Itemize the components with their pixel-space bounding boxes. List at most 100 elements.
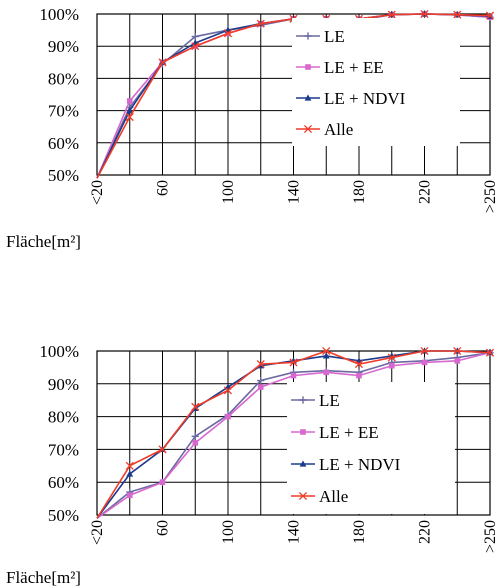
data-point [158, 58, 167, 67]
legend-marker [299, 396, 307, 404]
legend: LE LE + EE LE + NDVI Alle [287, 382, 455, 514]
legend-item: LE + EE [291, 423, 379, 442]
data-point [388, 362, 395, 369]
legend-marker [305, 64, 311, 70]
chart-bottom: 50% 60% 70% 80% 90% 100% <20 60 100 140 180 220 >250… [6, 342, 499, 586]
x-tick-label: >250 [482, 180, 499, 213]
data-point [453, 346, 462, 356]
data-point [191, 42, 200, 51]
data-point [256, 19, 265, 28]
data-point [354, 360, 364, 369]
data-point [225, 413, 231, 420]
y-tick-label: 50% [48, 166, 79, 185]
data-point [191, 402, 200, 411]
legend-marker [304, 32, 312, 40]
series-alle [96, 346, 495, 519]
y-tick-label: 100% [39, 5, 79, 24]
data-point [256, 360, 265, 369]
data-point [289, 358, 298, 367]
data-point [159, 479, 166, 485]
x-tick-label: 60 [155, 180, 172, 196]
data-point [158, 445, 167, 454]
data-point [421, 359, 428, 366]
data-point [223, 386, 233, 395]
chart-top: 50% 60% 70% 80% 90% 100% <20 60 100 140 180 220 >250… [6, 5, 499, 251]
legend-marker [304, 94, 312, 101]
legend-marker [298, 491, 308, 501]
data-point [126, 98, 133, 104]
x-tick-label: <20 [89, 180, 106, 205]
plot-frame [96, 350, 491, 516]
legend-item: LE + EE [296, 58, 384, 77]
y-tick-label: 60% [48, 473, 79, 492]
data-point [125, 461, 134, 470]
legend-background [292, 18, 460, 146]
y-tick-label: 50% [48, 506, 79, 525]
data-point [191, 432, 199, 440]
legend-label: LE [324, 27, 345, 46]
x-axis-label: Fläche[m²] [6, 568, 81, 586]
plot-frame [96, 13, 491, 176]
data-point [125, 112, 134, 122]
x-tick-label: 60 [155, 520, 172, 536]
data-point [420, 346, 429, 356]
x-tick-label: 180 [351, 180, 368, 204]
data-point [485, 348, 495, 357]
legend-background [287, 382, 455, 514]
data-point [453, 10, 462, 19]
data-point [192, 440, 199, 446]
data-point [387, 353, 396, 362]
data-point [257, 384, 264, 390]
legend-item: Alle [291, 487, 348, 506]
x-tick-label: <20 [89, 520, 106, 545]
y-tick-label: 90% [48, 375, 79, 394]
x-tick-label: 220 [417, 520, 434, 544]
legend-label: LE [319, 391, 340, 410]
data-point [387, 10, 396, 19]
legend-label: Alle [319, 487, 348, 506]
x-tick-label: 140 [286, 180, 303, 204]
data-point [257, 376, 265, 385]
x-tick-label: 100 [220, 180, 237, 204]
data-point [126, 492, 133, 499]
y-tick-label: 70% [48, 102, 79, 121]
legend-label: LE + NDVI [324, 89, 406, 108]
legend-label: LE + EE [324, 58, 384, 77]
x-tick-label: >250 [482, 520, 499, 553]
y-tick-label: 70% [48, 440, 79, 459]
x-tick-label: 220 [417, 180, 434, 204]
x-axis-label: Fläche[m²] [6, 232, 81, 251]
data-point [223, 29, 233, 38]
data-point [420, 9, 429, 19]
data-point [454, 358, 461, 364]
legend-marker [300, 429, 306, 435]
legend-item: Alle [296, 120, 353, 139]
data-point [322, 352, 330, 359]
y-tick-label: 60% [48, 134, 79, 153]
legend-marker [299, 460, 307, 467]
y-tick-label: 90% [48, 37, 79, 56]
y-tick-label: 80% [48, 69, 79, 88]
legend-item: LE [291, 391, 340, 410]
legend-label: LE + EE [319, 423, 379, 442]
data-point [323, 369, 330, 376]
y-tick-label: 100% [39, 342, 79, 361]
data-point [356, 372, 362, 379]
data-point [191, 32, 199, 41]
legend: LE LE + EE LE + NDVI Alle [292, 18, 460, 146]
data-point [126, 470, 134, 477]
y-tick-label: 80% [48, 408, 79, 427]
data-point [290, 372, 297, 379]
x-tick-label: 180 [351, 520, 368, 544]
legend-item: LE + NDVI [291, 455, 401, 474]
legend-marker [303, 124, 313, 134]
legend-item: LE [296, 27, 345, 46]
legend-label: LE + NDVI [319, 455, 401, 474]
legend-item: LE + NDVI [296, 89, 406, 108]
data-point [257, 362, 265, 369]
data-point [322, 346, 331, 356]
x-tick-label: 100 [220, 520, 237, 544]
x-tick-label: 140 [286, 520, 303, 544]
data-point [126, 107, 134, 114]
